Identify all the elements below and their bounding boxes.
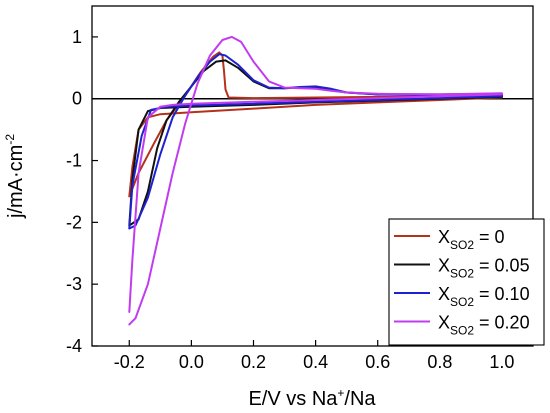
plot-area-frame (91, 5, 534, 347)
legend-label: XSO2 = 0.05 (438, 256, 530, 281)
x-tick-label: 0.8 (427, 352, 452, 372)
y-tick-label: 0 (72, 89, 82, 109)
x-tick-label: 1.0 (489, 352, 514, 372)
series-line-2 (128, 53, 503, 230)
x-tick-label: 0.4 (303, 352, 328, 372)
x-tick-label: 0.6 (365, 352, 390, 372)
y-tick-label: 1 (72, 27, 82, 47)
legend-label: XSO2 = 0.10 (438, 284, 530, 309)
legend: XSO2 = 0 XSO2 = 0.05 XSO2 = 0.10 XSO2 = 0.2… (388, 218, 545, 346)
series-line-1 (128, 59, 503, 227)
y-tick-label: -3 (66, 274, 82, 294)
x-tick-label: 0.0 (179, 352, 204, 372)
legend-box (388, 218, 545, 346)
y-axis-title: j/mA·cm-2 (3, 134, 27, 219)
x-tick-label: -0.2 (114, 352, 145, 372)
legend-label: XSO2 = 0.20 (438, 313, 530, 338)
series-line-3 (128, 35, 503, 326)
y-tick-label: -2 (66, 212, 82, 232)
x-tick-label: 0.2 (241, 352, 266, 372)
y-tick-label: -1 (66, 151, 82, 171)
x-axis-title: E/V vs Na+/Na (248, 386, 376, 410)
y-tick-label: -4 (66, 336, 82, 356)
legend-label: XSO2 = 0 (438, 227, 505, 252)
